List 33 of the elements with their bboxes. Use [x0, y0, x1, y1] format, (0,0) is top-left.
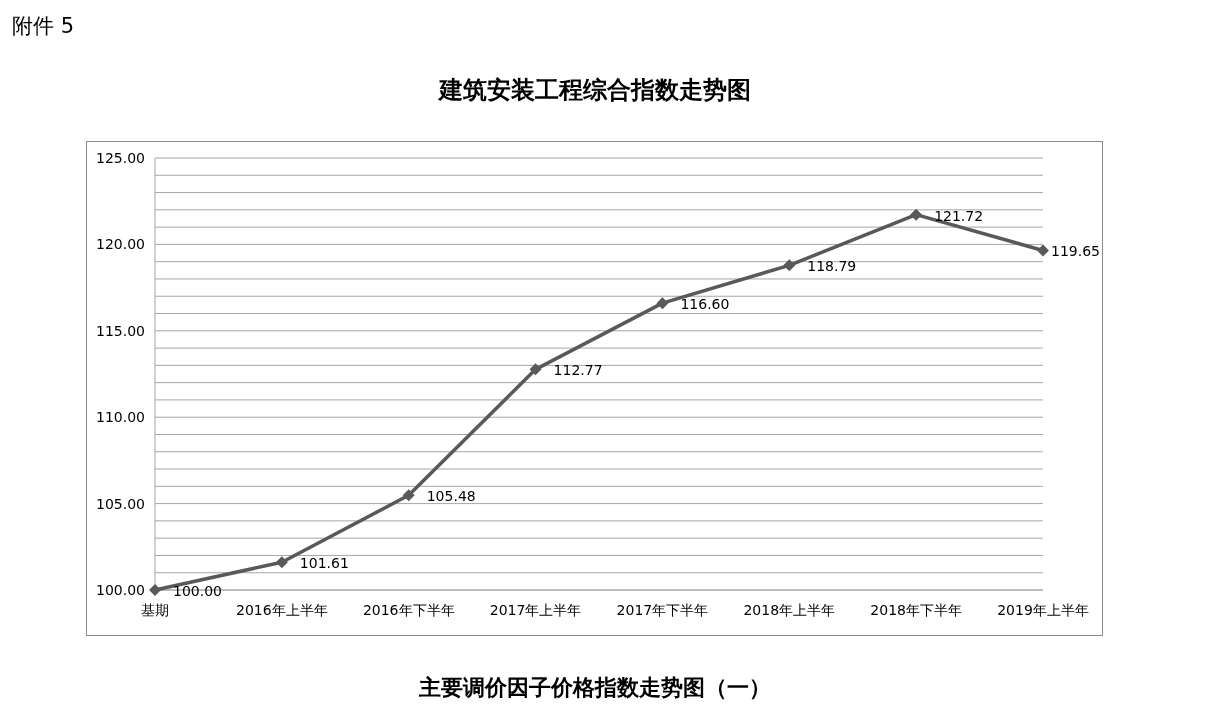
x-tick-label: 2017年上半年 [489, 602, 582, 618]
point [275, 556, 288, 569]
point [529, 363, 542, 376]
point [783, 259, 796, 272]
y-tick-label: 100.00 [96, 582, 145, 598]
x-tick-label: 2016年上半年 [236, 602, 328, 618]
point [910, 208, 923, 221]
x-tick-label: 2016年下半年 [362, 602, 455, 618]
data-label: 121.72 [934, 207, 984, 224]
x-tick-label: 基期 [141, 602, 169, 618]
chart-title: 建筑安装工程综合指数走势图 [436, 75, 751, 104]
y-tick-label: 120.00 [96, 236, 145, 253]
data-label: 100.00 [173, 583, 222, 599]
data-label: 119.65 [1051, 243, 1100, 260]
data-label: 112.77 [553, 362, 603, 379]
text: 主要调价因子价格指数走势图（一） [417, 674, 771, 700]
point [656, 297, 669, 310]
point [149, 584, 161, 596]
text: 附件 5 [12, 14, 75, 38]
y-tick-label: 105.00 [96, 495, 145, 512]
x-tick-label: 2018年下半年 [870, 602, 962, 618]
data-label: 116.60 [680, 296, 730, 313]
x-tick-label: 2017年下半年 [616, 602, 709, 618]
point [1037, 244, 1049, 257]
point [402, 489, 415, 502]
y-tick-label: 115.00 [96, 322, 145, 339]
data-label: 118.79 [807, 258, 857, 275]
x-tick-label: 2019年上半年 [997, 602, 1089, 618]
y-tick-label: 110.00 [96, 409, 145, 426]
data-label: 101.61 [299, 555, 349, 572]
y-tick-label: 125.00 [96, 150, 145, 166]
x-tick-label: 2018年上半年 [743, 602, 836, 618]
data-label: 105.48 [426, 488, 476, 505]
